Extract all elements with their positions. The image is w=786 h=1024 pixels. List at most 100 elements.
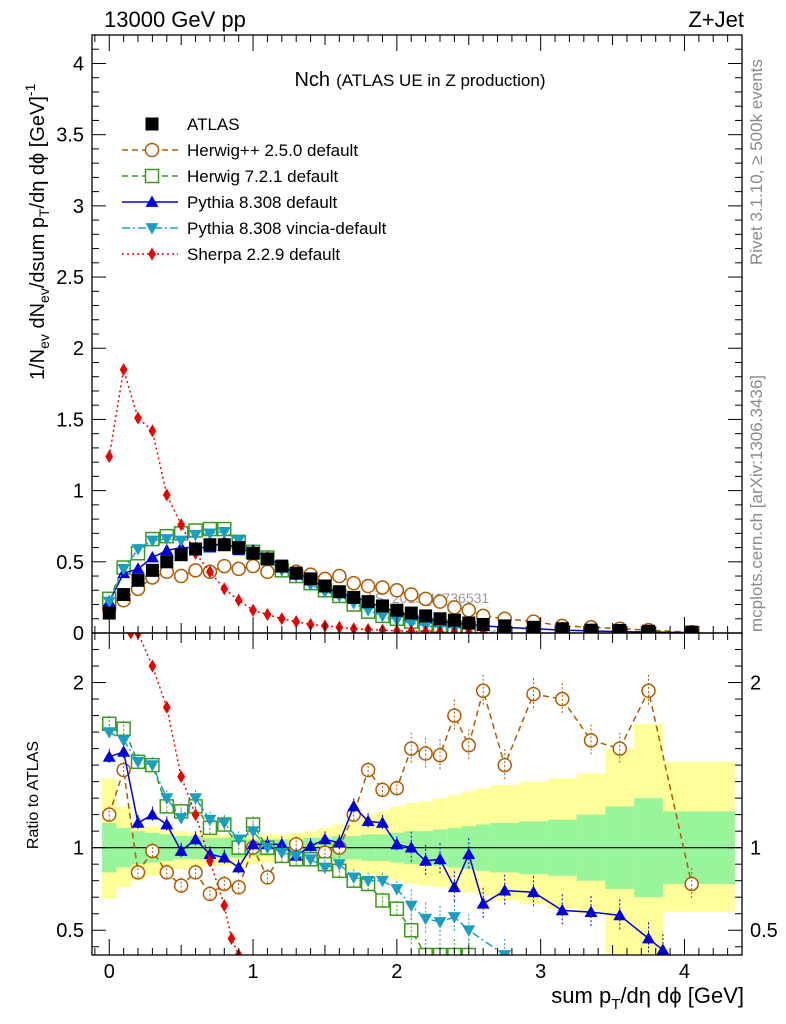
data-point-herwigpp-2-5-0-default bbox=[260, 564, 275, 580]
data-point-herwigpp-2-5-0-default bbox=[332, 568, 347, 584]
data-point-sherpa-2-2-9-default bbox=[105, 449, 114, 463]
ratio-y-axis-label: Ratio to ATLAS bbox=[25, 741, 42, 849]
data-point-sherpa-2-2-9-default bbox=[191, 808, 200, 822]
legend-label: Herwig++ 2.5.0 default bbox=[187, 141, 358, 160]
data-point-sherpa-2-2-9-default bbox=[119, 363, 128, 377]
ratio-error-bars bbox=[108, 674, 693, 955]
data-point-atlas bbox=[246, 546, 260, 560]
data-point-pythia-8-308-default bbox=[462, 847, 476, 860]
data-point-pythia-8-308-default bbox=[476, 897, 490, 909]
data-point-pythia-8-308-default bbox=[498, 884, 512, 896]
x-tick-label: 1 bbox=[247, 961, 258, 983]
y-tick-label: 3.5 bbox=[56, 125, 84, 147]
data-point-pythia-8-308-vincia-default bbox=[117, 564, 131, 576]
data-point-sherpa-2-2-9-default bbox=[148, 659, 157, 673]
data-point-atlas bbox=[555, 622, 569, 633]
y-tick-label: 0.5 bbox=[56, 920, 84, 942]
legend-label: Sherpa 2.2.9 default bbox=[187, 245, 340, 264]
y-tick-label: 1 bbox=[73, 838, 84, 860]
data-point-pythia-8-308-default bbox=[656, 943, 670, 955]
data-point-pythia-8-308-default bbox=[145, 808, 159, 820]
data-point-atlas bbox=[613, 623, 627, 633]
series-pythia-8-308-default bbox=[102, 745, 670, 955]
data-point-herwigpp-2-5-0-default bbox=[360, 578, 376, 594]
data-point-pythia-8-308-default bbox=[117, 745, 131, 757]
data-point-atlas bbox=[584, 623, 598, 633]
x-tick-label: 0 bbox=[104, 961, 115, 983]
data-point-herwigpp-2-5-0-default bbox=[173, 568, 189, 584]
y-tick-label: 1 bbox=[73, 481, 84, 503]
data-point-herwigpp-2-5-0-default bbox=[432, 594, 448, 609]
data-point-herwigpp-2-5-0-default bbox=[461, 602, 477, 618]
data-point-sherpa-2-2-9-default bbox=[177, 770, 186, 784]
data-point-sherpa-2-2-9-default bbox=[148, 424, 157, 438]
data-point-atlas bbox=[498, 619, 512, 633]
data-point-atlas bbox=[318, 579, 332, 593]
legend-marker bbox=[145, 117, 159, 131]
data-point-atlas bbox=[174, 548, 188, 562]
data-point-pythia-8-308-default bbox=[217, 851, 231, 863]
data-point-sherpa-2-2-9-default bbox=[162, 488, 171, 502]
data-point-pythia-8-308-vincia-default bbox=[174, 535, 188, 547]
y-tick-label: 2 bbox=[73, 338, 84, 360]
data-point-pythia-8-308-vincia-default bbox=[160, 534, 174, 546]
y-tick-label-right: 2 bbox=[750, 673, 761, 695]
data-point-herwigpp-2-5-0-default bbox=[389, 583, 405, 598]
data-point-herwigpp-2-5-0-default bbox=[231, 561, 246, 577]
legend-item-sherpa-2-2-9-default: Sherpa 2.2.9 default bbox=[122, 245, 340, 264]
data-point-pythia-8-308-default bbox=[404, 841, 418, 853]
data-point-pythia-8-308-default bbox=[203, 847, 217, 860]
data-point-herwigpp-2-5-0-default bbox=[245, 558, 261, 574]
x-tick-label: 3 bbox=[535, 961, 546, 983]
series-line-sherpa-2-2-9-default bbox=[108, 369, 505, 633]
data-point-atlas bbox=[332, 585, 346, 599]
data-point-pythia-8-308-default bbox=[526, 885, 540, 898]
mcplots-url-label: mcplots.cern.ch [arXiv:1306.3436] bbox=[747, 375, 766, 632]
data-point-herwigpp-2-5-0-default bbox=[403, 587, 419, 602]
y-tick-label-right: 1 bbox=[750, 838, 761, 860]
data-point-pythia-8-308-default bbox=[419, 854, 433, 866]
data-point-atlas bbox=[217, 538, 231, 552]
data-point-pythia-8-308-default bbox=[433, 852, 447, 865]
data-point-atlas bbox=[642, 624, 656, 633]
data-point-atlas bbox=[260, 552, 274, 566]
y-tick-label-right: 0.5 bbox=[750, 920, 778, 942]
data-point-atlas bbox=[131, 573, 145, 587]
series-herwigpp-2-5-0-default bbox=[102, 683, 699, 902]
data-point-pythia-8-308-default bbox=[304, 839, 318, 851]
data-point-pythia-8-308-vincia-default bbox=[189, 529, 203, 542]
y-tick-label: 0.5 bbox=[56, 552, 84, 574]
y-tick-label: 4 bbox=[73, 53, 84, 75]
y-tick-label: 3 bbox=[73, 196, 84, 218]
data-point-atlas bbox=[189, 542, 203, 556]
data-point-pythia-8-308-vincia-default bbox=[102, 596, 116, 609]
data-point-sherpa-2-2-9-default bbox=[206, 565, 214, 579]
series-atlas bbox=[102, 538, 699, 633]
data-point-pythia-8-308-default bbox=[642, 931, 656, 944]
main-plot-title: Nch (ATLAS UE in Z production) bbox=[294, 69, 545, 91]
data-point-pythia-8-308-vincia-default bbox=[203, 528, 217, 540]
data-point-atlas bbox=[102, 606, 116, 620]
x-tick-label: 4 bbox=[679, 961, 690, 983]
data-point-atlas bbox=[117, 588, 131, 602]
data-point-sherpa-2-2-9-default bbox=[162, 700, 171, 714]
data-point-atlas bbox=[160, 555, 174, 569]
series-line-pythia-8-308-default bbox=[108, 541, 692, 633]
data-point-atlas bbox=[685, 625, 699, 633]
data-point-atlas bbox=[433, 612, 447, 626]
data-point-pythia-8-308-vincia-default bbox=[375, 611, 389, 623]
legend-marker bbox=[144, 168, 160, 184]
legend-label: Herwig 7.2.1 default bbox=[187, 167, 338, 186]
data-point-sherpa-2-2-9-default bbox=[206, 854, 214, 868]
data-point-sherpa-2-2-9-default bbox=[177, 518, 186, 532]
data-point-pythia-8-308-default bbox=[361, 814, 375, 827]
data-point-atlas bbox=[347, 590, 361, 604]
data-point-pythia-8-308-vincia-default bbox=[361, 605, 375, 617]
data-point-sherpa-2-2-9-default bbox=[292, 615, 301, 629]
data-point-pythia-8-308-default bbox=[232, 860, 246, 873]
data-point-atlas bbox=[404, 606, 418, 620]
data-point-atlas bbox=[390, 603, 404, 617]
data-point-atlas bbox=[476, 617, 490, 631]
y-tick-label: 2 bbox=[73, 673, 84, 695]
